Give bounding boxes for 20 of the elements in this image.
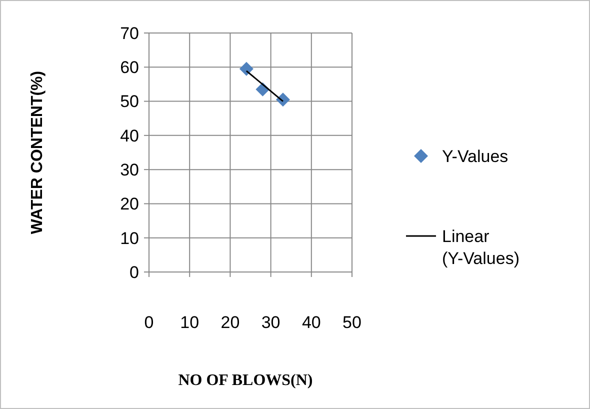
point [276, 92, 290, 107]
x-tick-label: 50 [342, 313, 362, 332]
y-tick-label: 50 [120, 92, 139, 112]
y-tick-label: 60 [120, 58, 139, 78]
y-tick-label: 40 [120, 126, 139, 146]
y-tick-label: 30 [120, 160, 139, 180]
y-tick-label: 20 [120, 194, 139, 214]
x-tick-label: 0 [144, 313, 154, 332]
x-axis-title: NO OF BLOWS(N) [178, 372, 313, 389]
legend-label: Y-Values [442, 146, 508, 166]
y-axis-title: WATER CONTENT(%) [29, 70, 46, 234]
y-tick-label: 0 [130, 262, 139, 282]
x-tick-label: 30 [261, 313, 280, 332]
x-tick-label: 10 [180, 313, 200, 332]
x-tick-label: 40 [302, 313, 321, 332]
legend-label: Linear (Y-Values) [442, 226, 520, 268]
y-tick-label: 70 [120, 24, 139, 43]
x-tick-label: 20 [220, 313, 240, 332]
y-tick-label: 10 [120, 228, 139, 248]
point [239, 62, 254, 76]
